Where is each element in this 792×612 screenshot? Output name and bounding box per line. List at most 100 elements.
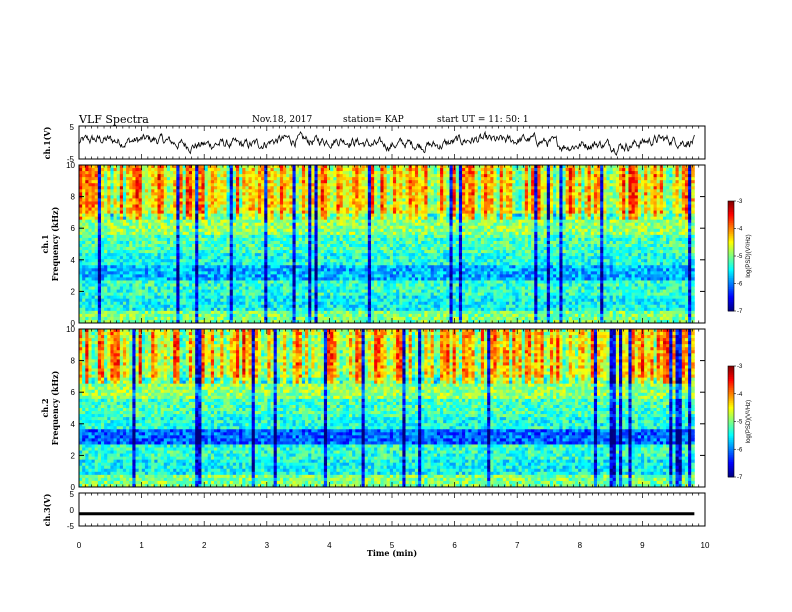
spectrogram-cell xyxy=(477,174,482,178)
spectrogram-cell xyxy=(411,189,416,193)
spectrogram-cell xyxy=(619,210,623,215)
spectrogram-cell xyxy=(502,228,507,233)
spectrogram-cell xyxy=(396,195,400,199)
spectrogram-cell xyxy=(129,237,133,242)
spectrogram-cell xyxy=(185,174,190,178)
spectrogram-cell xyxy=(647,198,651,202)
spectrogram-cell xyxy=(314,201,319,205)
spectrogram-cell xyxy=(540,234,545,239)
spectrogram-cell xyxy=(380,201,384,205)
spectrogram-cell xyxy=(634,210,639,215)
spectrogram-cell xyxy=(556,204,560,208)
spectrogram-cell xyxy=(157,231,162,236)
spectrogram-cell xyxy=(515,186,519,190)
spectrogram-cell xyxy=(185,192,190,196)
spectrogram-cell xyxy=(339,213,344,218)
spectrogram-cell xyxy=(421,207,425,211)
spectrogram-cell xyxy=(458,228,463,233)
spectrogram-cell xyxy=(327,177,331,181)
spectrogram-cell xyxy=(283,237,287,242)
spectrogram-cell xyxy=(634,204,639,208)
spectrogram-cell xyxy=(436,201,441,205)
spectrogram-cell xyxy=(455,207,460,211)
spectrogram-cell xyxy=(571,186,576,190)
spectrogram-cell xyxy=(578,174,582,178)
spectrogram-cell xyxy=(650,213,654,218)
spectrogram-cell xyxy=(688,219,692,224)
spectrogram-cell xyxy=(104,180,108,184)
spectrogram-cell xyxy=(157,198,162,202)
spectrogram-cell xyxy=(327,213,331,218)
spectrogram-cell xyxy=(276,213,281,218)
spectrogram-cell xyxy=(135,171,140,175)
spectrogram-cell xyxy=(518,204,523,208)
spectrogram-cell xyxy=(374,177,378,181)
spectrogram-cell xyxy=(389,204,394,208)
spectrogram-cell xyxy=(634,189,639,193)
spectrogram-cell xyxy=(374,195,378,199)
spectrogram-cell xyxy=(418,228,422,233)
spectrogram-cell xyxy=(305,201,309,205)
spectrogram-cell xyxy=(631,201,636,205)
spectrogram-cell xyxy=(116,180,121,184)
spectrogram-cell xyxy=(622,195,626,199)
spectrogram-cell xyxy=(295,213,300,218)
spectrogram-cell xyxy=(691,186,695,190)
spectrogram-cell xyxy=(94,216,99,221)
spectrogram-cell xyxy=(468,168,472,172)
spectrogram-cell xyxy=(480,210,485,215)
spectrogram-cell xyxy=(141,222,146,227)
spectrogram-cell xyxy=(82,177,86,181)
spectrogram-cell xyxy=(458,180,463,184)
spectrogram-cell xyxy=(374,189,378,193)
spectrogram-cell xyxy=(179,210,184,215)
spectrogram-cell xyxy=(644,207,648,211)
spectrogram-cell xyxy=(239,168,243,172)
spectrogram-cell xyxy=(173,240,177,245)
spectrogram-cell xyxy=(496,225,501,230)
spectrogram-cell xyxy=(160,219,165,224)
spectrogram-cell xyxy=(94,210,99,215)
spectrogram-cell xyxy=(223,189,227,193)
spectrogram-cell xyxy=(418,237,422,242)
spectrogram-cell xyxy=(119,231,124,236)
spectrogram-cell xyxy=(396,183,400,187)
spectrogram-cell xyxy=(179,177,184,181)
spectrogram-cell xyxy=(436,165,441,169)
spectrogram-cell xyxy=(597,204,601,208)
spectrogram-cell xyxy=(119,183,124,187)
spectrogram-cell xyxy=(170,183,174,187)
spectrogram-cell xyxy=(317,207,322,211)
spectrogram-cell xyxy=(264,216,268,221)
spectrogram-cell xyxy=(487,207,491,211)
spectrogram-cell xyxy=(245,207,249,211)
spectrogram-cell xyxy=(534,183,538,187)
spectrogram-cell xyxy=(301,234,306,239)
spectrogram-cell xyxy=(512,174,516,178)
spectrogram-cell xyxy=(254,180,259,184)
spectrogram-cell xyxy=(79,186,83,190)
spectrogram-cell xyxy=(389,234,394,239)
spectrogram-cell xyxy=(571,213,576,218)
spectrogram-cell xyxy=(587,183,592,187)
spectrogram-cell xyxy=(148,174,152,178)
spectrogram-cell xyxy=(637,186,642,190)
spectrogram-cell xyxy=(245,174,249,178)
spectrogram-cell xyxy=(553,186,557,190)
spectrogram-cell xyxy=(499,210,504,215)
spectrogram-cell xyxy=(600,183,604,187)
spectrogram-cell xyxy=(392,213,397,218)
spectrogram-cell xyxy=(323,234,328,239)
spectrogram-cell xyxy=(308,180,312,184)
spectrogram-cell xyxy=(192,222,196,227)
spectrogram-cell xyxy=(204,174,209,178)
spectrogram-cell xyxy=(418,234,422,239)
spectrogram-cell xyxy=(590,234,595,239)
spectrogram-cell xyxy=(597,219,601,224)
spectrogram-cell xyxy=(650,219,654,224)
spectrogram-cell xyxy=(521,183,526,187)
spectrogram-cell xyxy=(210,177,215,181)
spectrogram-cell xyxy=(556,198,560,202)
spectrogram-cell xyxy=(549,189,554,193)
spectrogram-cell xyxy=(584,216,589,221)
